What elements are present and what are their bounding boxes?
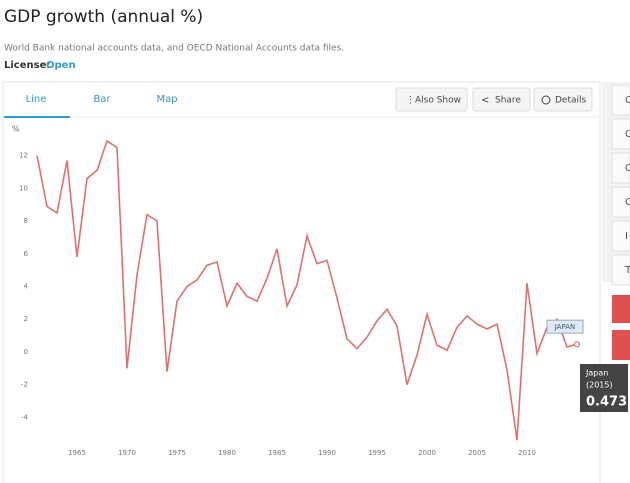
y-tick-label: 4: [24, 283, 29, 291]
y-tick-label: 10: [19, 184, 28, 192]
page-title: GDP growth (annual %): [4, 7, 203, 27]
tab[interactable]: Line: [26, 94, 47, 105]
icon: ⋮: [406, 96, 415, 106]
button-label: Share: [495, 96, 521, 106]
x-tick-label: 1985: [268, 449, 286, 457]
tooltip: [580, 364, 628, 412]
y-tick-label: -2: [21, 381, 28, 389]
y-tick-label: 0: [24, 348, 28, 356]
sidebar-item-label: T: [624, 265, 630, 276]
data-line: [36, 139, 578, 441]
sidebar-item[interactable]: [611, 118, 630, 150]
license-label: License:: [4, 60, 50, 71]
sidebar-item[interactable]: [611, 254, 630, 286]
series-label: JAPAN: [554, 323, 576, 331]
x-tick-label: 2005: [468, 449, 486, 457]
x-tick-label: 1965: [68, 449, 86, 457]
sidebar-item-label: C: [625, 197, 630, 208]
button[interactable]: [533, 87, 593, 112]
sidebar-item-label: C: [625, 163, 630, 174]
tab[interactable]: Map: [156, 94, 177, 105]
sidebar-badge[interactable]: [612, 295, 630, 323]
chart-card: [2, 81, 601, 483]
sidebar-item-label: C: [625, 129, 630, 140]
icon: [541, 95, 551, 105]
x-tick-label: 2010: [518, 449, 536, 457]
button-label: Details: [555, 96, 587, 106]
button[interactable]: [472, 87, 531, 112]
y-tick-label: 8: [24, 217, 28, 225]
y-tick-label: 12: [19, 152, 28, 160]
sidebar-item-label: C: [625, 95, 630, 106]
y-tick-label: 6: [24, 250, 29, 258]
license-link[interactable]: Open: [46, 60, 76, 71]
x-tick-label: 2000: [418, 449, 436, 457]
y-tick-label: -4: [21, 413, 29, 421]
tooltip-name: Japan: [585, 369, 608, 378]
x-tick-label: 1970: [118, 449, 136, 457]
sidebar-item-label: I: [625, 231, 628, 242]
series-label-box: [546, 319, 584, 334]
subtitle: World Bank national accounts data, and O…: [4, 44, 344, 54]
x-tick-label: 1995: [368, 449, 386, 457]
sidebar-item[interactable]: [611, 152, 630, 184]
tooltip-value: 0.473: [586, 395, 627, 410]
end-point: [573, 341, 581, 348]
sidebar-badge[interactable]: [612, 330, 630, 360]
sidebar-item[interactable]: [611, 220, 630, 252]
icon: <: [481, 95, 489, 106]
x-tick-label: 1990: [318, 449, 336, 457]
button-label: Also Show: [415, 96, 461, 106]
x-tick-label: 1980: [218, 449, 236, 457]
button[interactable]: [395, 87, 468, 112]
sidebar-item[interactable]: [611, 186, 630, 218]
y-axis-label: %: [12, 125, 20, 134]
y-tick-label: 2: [24, 315, 28, 323]
tooltip-year: (2015): [586, 381, 613, 390]
sidebar-item[interactable]: [611, 84, 630, 116]
x-tick-label: 1975: [168, 449, 186, 457]
tab[interactable]: Bar: [93, 94, 111, 105]
